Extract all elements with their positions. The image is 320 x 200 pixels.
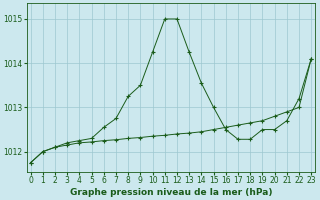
- X-axis label: Graphe pression niveau de la mer (hPa): Graphe pression niveau de la mer (hPa): [70, 188, 272, 197]
